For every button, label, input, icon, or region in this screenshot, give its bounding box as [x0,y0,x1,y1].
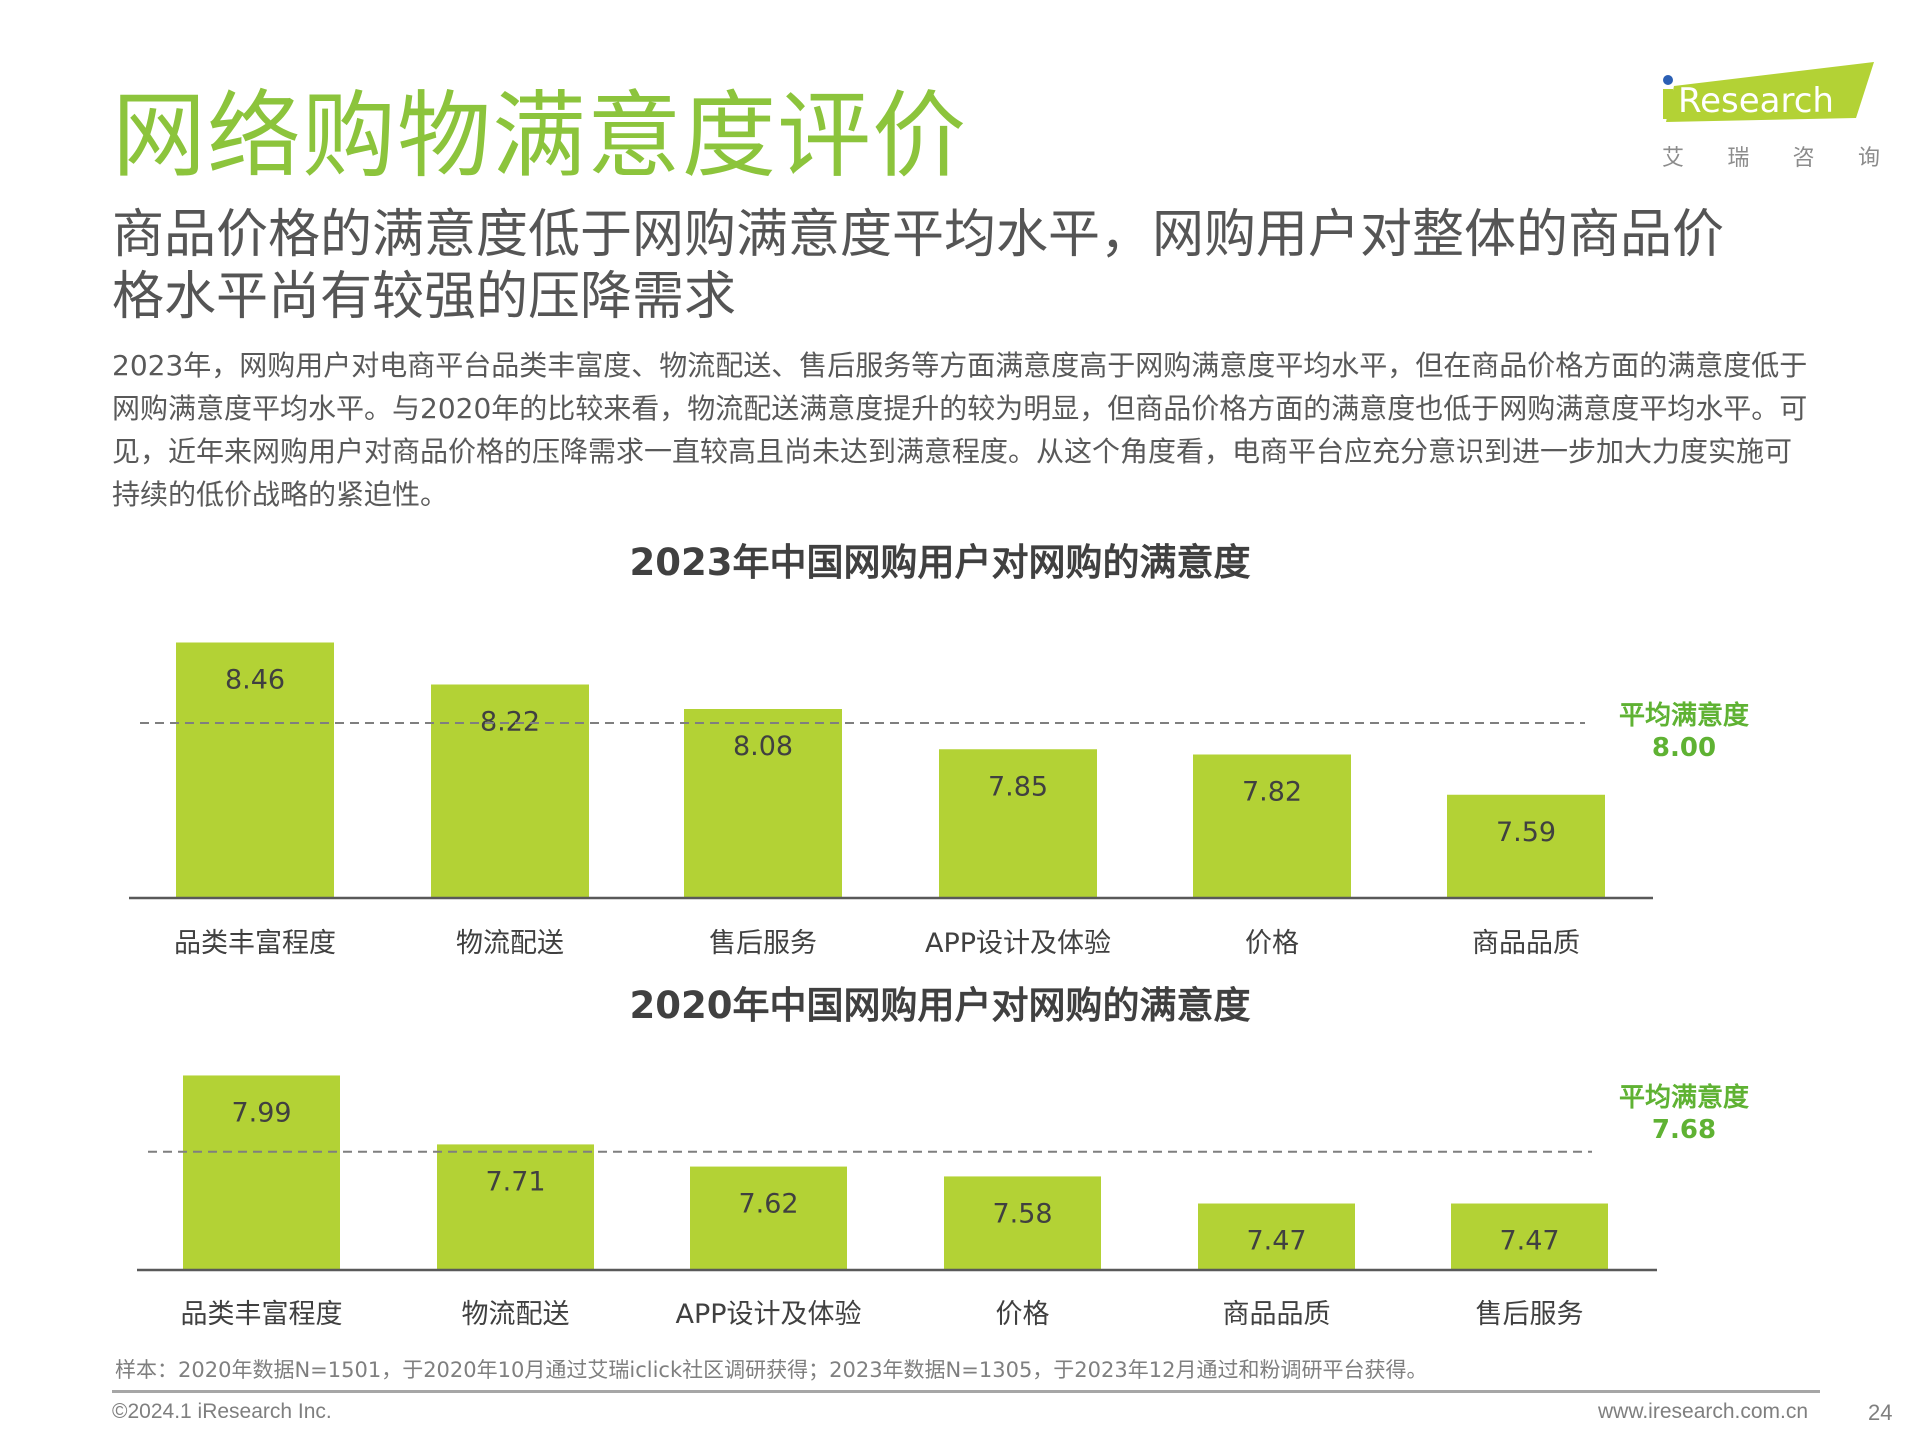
logo-banner [1666,62,1874,122]
average-value: 8.00 [1651,733,1717,763]
bar-2023 [1447,794,1605,898]
bar-2020 [437,1144,594,1270]
bar-2020 [944,1176,1101,1270]
average-label-2023: 平均满意度 8.00 [1584,700,1784,764]
bar-2020 [183,1075,340,1270]
data-label-2020: 7.58 [992,1198,1052,1229]
logo-chinese: 艾 瑞 咨 询 [1662,140,1880,172]
logo-cn-char: 咨 [1792,146,1815,171]
logo-text: Research [1678,81,1834,121]
data-label-2023: 7.59 [1496,817,1556,848]
data-label-2023: 8.46 [225,665,285,696]
bar-2023 [431,684,589,898]
subtitle-line: 商品价格的满意度低于网购满意度平均水平，网购用户对整体的商品价 [112,205,1725,265]
category-label-2023: 售后服务 [709,928,817,959]
category-label-2020: 物流配送 [462,1299,570,1330]
category-label-2023: 品类丰富程度 [174,928,336,959]
category-label-2020: APP设计及体验 [675,1299,861,1330]
bar-2020 [1451,1203,1608,1270]
bar-2023 [176,642,334,898]
category-label-2023: 物流配送 [456,928,564,959]
average-label-text: 平均满意度 [1618,1083,1749,1113]
category-label-2023: 价格 [1245,928,1299,959]
bar-2023 [684,709,842,898]
average-value: 7.68 [1651,1115,1717,1145]
website-link[interactable]: www.iresearch.com.cn [1598,1400,1809,1423]
bar-2023 [1193,754,1351,898]
logo-i-stem [1663,89,1673,119]
category-label-2023: APP设计及体验 [925,928,1111,959]
category-label-2020: 售后服务 [1476,1299,1584,1330]
logo-cn-char: 询 [1857,146,1880,171]
data-label-2020: 7.47 [1246,1226,1306,1257]
copyright: ©2024.1 iResearch Inc. [112,1400,332,1423]
logo-dot [1663,75,1673,85]
page-title: 网络购物满意度评价 [112,82,968,191]
data-label-2020: 7.62 [738,1189,798,1220]
bar-2020 [1198,1203,1355,1270]
data-label-2023: 7.85 [988,771,1048,802]
category-label-2023: 商品品质 [1472,928,1580,959]
page-number: 24 [1868,1400,1893,1425]
average-label-2020: 平均满意度 7.68 [1584,1082,1784,1146]
data-label-2023: 8.08 [733,731,793,762]
logo-cn-char: 瑞 [1727,146,1750,171]
source-note: 样本：2020年数据N=1501，于2020年10月通过艾瑞iclick社区调研… [115,1358,1428,1382]
subtitle-line: 格水平尚有较强的压降需求 [112,267,737,327]
bar-2023 [939,749,1097,898]
page-subtitle: 商品价格的满意度低于网购满意度平均水平，网购用户对整体的商品价 格水平尚有较强的… [112,204,1812,328]
chart-title-2020: 2020年中国网购用户对网购的满意度 [629,984,1251,1027]
data-label-2020: 7.47 [1499,1226,1559,1257]
category-label-2020: 品类丰富程度 [181,1299,343,1330]
chart-title-2023: 2023年中国网购用户对网购的满意度 [629,541,1251,584]
logo-cn-char: 艾 [1662,146,1685,171]
data-label-2023: 7.82 [1242,777,1302,808]
footer-divider [112,1390,1820,1393]
bar-2020 [690,1166,847,1270]
body-paragraph: 2023年，网购用户对电商平台品类丰富度、物流配送、售后服务等方面满意度高于网购… [112,349,1808,511]
category-label-2020: 商品品质 [1223,1299,1331,1330]
iresearch-logo: Research [1660,60,1878,172]
data-label-2020: 7.99 [231,1097,291,1128]
category-label-2020: 价格 [996,1299,1050,1330]
data-label-2020: 7.71 [485,1166,545,1197]
average-label-text: 平均满意度 [1618,701,1749,731]
